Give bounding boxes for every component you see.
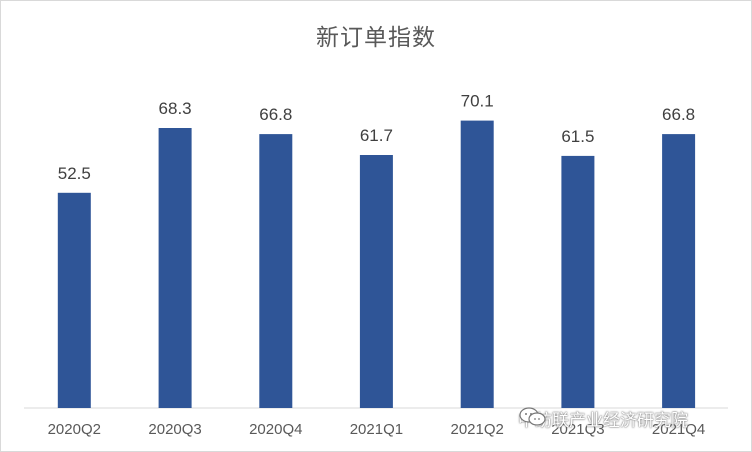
tick-label-2020Q2: 2020Q2 (48, 421, 101, 438)
tick-label-2021Q3: 2021Q3 (551, 421, 604, 438)
value-label-2020Q2: 52.5 (58, 164, 91, 183)
value-label-2021Q3: 61.5 (561, 127, 594, 146)
watermark-text: 中纺联产业经济研究院 (518, 411, 688, 431)
value-label-2021Q4: 66.8 (662, 105, 695, 124)
value-label-2021Q1: 61.7 (360, 126, 393, 145)
bar-2021Q4 (662, 134, 696, 408)
bar-2020Q4 (259, 134, 293, 408)
chart-title: 新订单指数 (316, 25, 436, 51)
tick-label-2021Q2: 2021Q2 (451, 421, 504, 438)
tick-label-2021Q4: 2021Q4 (652, 421, 705, 438)
bar-2020Q3 (158, 128, 192, 408)
bar-2021Q3 (561, 155, 595, 408)
value-label-2020Q3: 68.3 (159, 99, 192, 118)
value-label-2020Q4: 66.8 (259, 105, 292, 124)
tick-label-2020Q3: 2020Q3 (148, 421, 201, 438)
bar-2021Q1 (359, 155, 393, 408)
bar-2020Q2 (57, 192, 91, 408)
wechat-icon (519, 407, 546, 426)
tick-label-2021Q1: 2021Q1 (350, 421, 403, 438)
bar-2021Q2 (460, 120, 494, 408)
tick-label-2020Q4: 2020Q4 (249, 421, 302, 438)
value-label-2021Q2: 70.1 (461, 92, 494, 111)
watermark: 中纺联产业经济研究院 (518, 406, 688, 431)
